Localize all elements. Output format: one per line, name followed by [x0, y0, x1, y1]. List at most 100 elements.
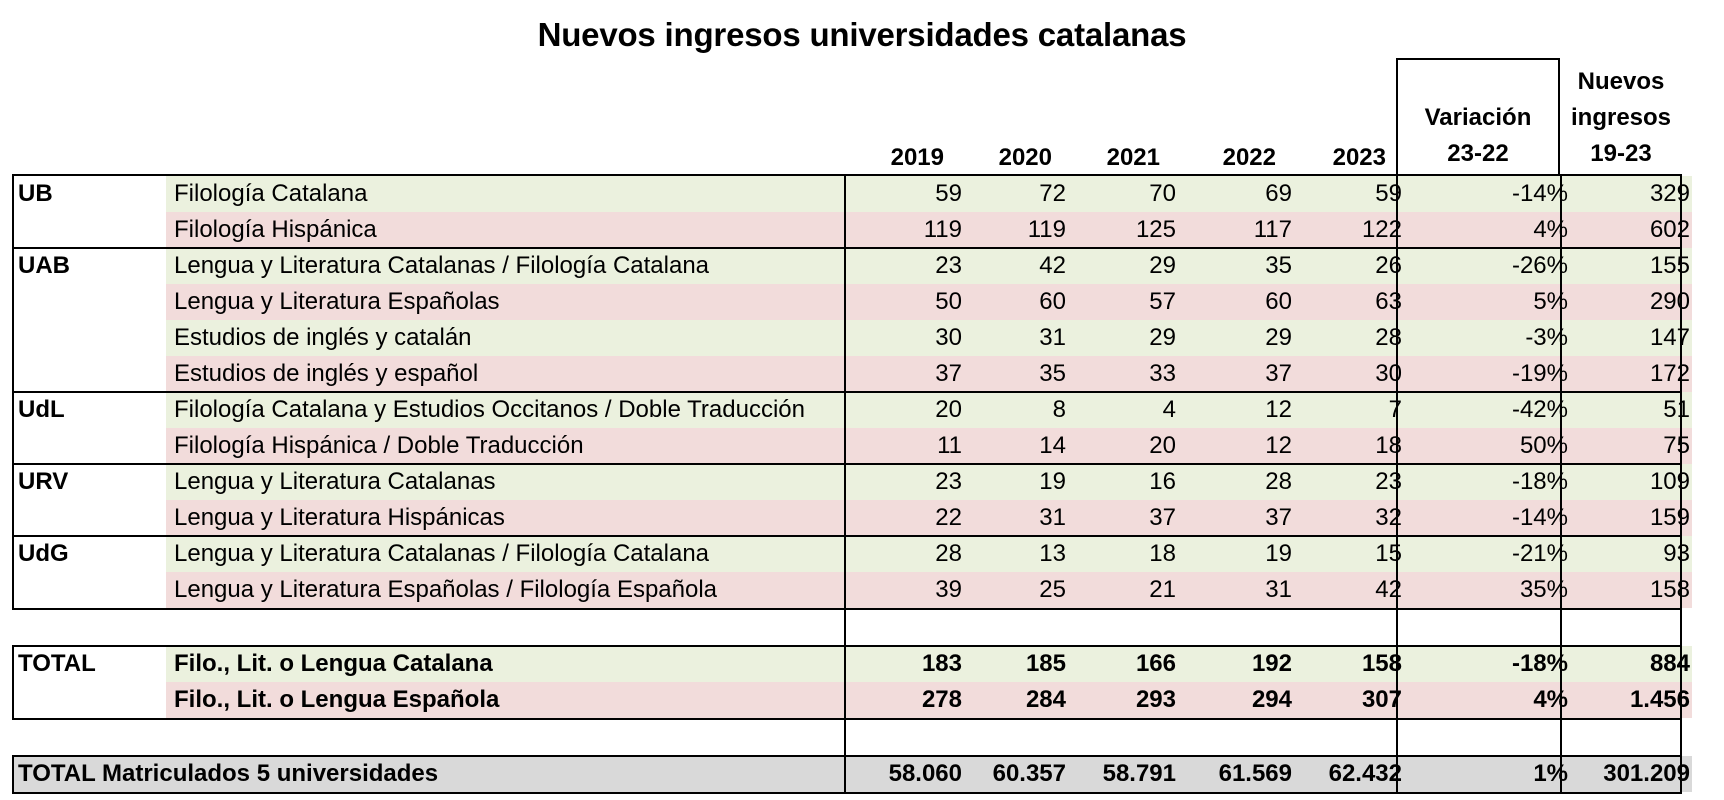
value-cell: 7 [1298, 392, 1408, 428]
value-cell: 37 [1182, 500, 1298, 536]
total-degree-cell: Filo., Lit. o Lengua Española [166, 682, 856, 718]
table-row: Lengua y Literatura Hispánicas 22 31 37 … [14, 500, 1692, 536]
table-border [12, 792, 1682, 794]
table-border [12, 645, 1682, 647]
value-cell: 119 [856, 212, 968, 248]
table-row: Lengua y Literatura Españolas 50 60 57 6… [14, 284, 1692, 320]
total-ingresos-header-line: 19-23 [1590, 140, 1652, 167]
table-row: Estudios de inglés y catalán 30 31 29 29… [14, 320, 1692, 356]
total-label-cell [14, 682, 164, 718]
total-cell: 290 [1574, 284, 1692, 320]
value-cell: 23 [1298, 464, 1408, 500]
value-cell: 278 [856, 682, 968, 718]
value-cell: 37 [1072, 500, 1182, 536]
value-cell: 31 [968, 320, 1072, 356]
value-cell: 33 [1072, 356, 1182, 392]
value-cell: 31 [968, 500, 1072, 536]
value-cell: 19 [968, 464, 1072, 500]
value-cell: 58.060 [856, 756, 968, 792]
total-cell: 602 [1574, 212, 1692, 248]
total-cell: 155 [1574, 248, 1692, 284]
year-header: 2019 [890, 144, 944, 171]
value-cell: 58.791 [1072, 756, 1182, 792]
table-row: Estudios de inglés y español 37 35 33 37… [14, 356, 1692, 392]
value-cell: 32 [1298, 500, 1408, 536]
total-cell: 301.209 [1574, 756, 1692, 792]
university-cell [14, 428, 164, 464]
table-border [12, 535, 1682, 537]
total-cell: 159 [1574, 500, 1692, 536]
value-cell: 20 [1072, 428, 1182, 464]
value-cell: 23 [856, 464, 968, 500]
table-row: URV Lengua y Literatura Catalanas 23 19 … [14, 464, 1692, 500]
value-cell: 22 [856, 500, 968, 536]
variation-cell: -42% [1408, 392, 1574, 428]
total-cell: 147 [1574, 320, 1692, 356]
degree-cell: Estudios de inglés y catalán [166, 320, 856, 356]
degree-cell: Filología Catalana [166, 176, 856, 212]
variation-cell: -18% [1408, 464, 1574, 500]
degree-cell: Estudios de inglés y español [166, 356, 856, 392]
value-cell: 11 [856, 428, 968, 464]
degree-cell: Filología Hispánica [166, 212, 856, 248]
total-cell: 51 [1574, 392, 1692, 428]
table-row: UdG Lengua y Literatura Catalanas / Filo… [14, 536, 1692, 572]
value-cell: 23 [856, 248, 968, 284]
value-cell: 119 [968, 212, 1072, 248]
total-row: Filo., Lit. o Lengua Española 278 284 29… [14, 682, 1692, 718]
total-degree-cell: Filo., Lit. o Lengua Catalana [166, 646, 856, 682]
variation-cell: -26% [1408, 248, 1574, 284]
table-row: UdL Filología Catalana y Estudios Occita… [14, 392, 1692, 428]
variation-cell: -14% [1408, 176, 1574, 212]
total-ingresos-header-line: Nuevos [1577, 68, 1665, 95]
value-cell: 18 [1298, 428, 1408, 464]
degree-cell: Lengua y Literatura Hispánicas [166, 500, 856, 536]
total-row: TOTAL Filo., Lit. o Lengua Catalana 183 … [14, 646, 1692, 682]
value-cell: 284 [968, 682, 1072, 718]
table-header: 2019 2020 2021 2022 2023 Variación 23-22… [0, 58, 1724, 176]
value-cell: 8 [968, 392, 1072, 428]
value-cell: 294 [1182, 682, 1298, 718]
university-cell [14, 320, 164, 356]
variation-cell: 5% [1408, 284, 1574, 320]
university-cell [14, 500, 164, 536]
variation-header-line: Variación [1424, 104, 1532, 131]
value-cell: 28 [1182, 464, 1298, 500]
variation-cell: 1% [1408, 756, 1574, 792]
value-cell: 183 [856, 646, 968, 682]
value-cell: 59 [1298, 176, 1408, 212]
table-title: Nuevos ingresos universidades catalanas [537, 16, 1187, 53]
table-border [12, 645, 14, 720]
value-cell: 29 [1182, 320, 1298, 356]
value-cell: 39 [856, 572, 968, 608]
year-header: 2023 [1332, 144, 1386, 171]
total-cell: 884 [1574, 646, 1692, 682]
variation-cell: -18% [1408, 646, 1574, 682]
university-cell: UAB [18, 252, 70, 279]
value-cell: 158 [1298, 646, 1408, 682]
grand-total-label: TOTAL Matriculados 5 universidades [14, 756, 856, 792]
value-cell: 14 [968, 428, 1072, 464]
table-row: UAB Lengua y Literatura Catalanas / Filo… [14, 248, 1692, 284]
table-row: Filología Hispánica / Doble Traducción 1… [14, 428, 1692, 464]
variation-cell: 35% [1408, 572, 1574, 608]
table-border [1560, 174, 1562, 794]
variation-cell: -21% [1408, 536, 1574, 572]
value-cell: 25 [968, 572, 1072, 608]
degree-cell: Lengua y Literatura Catalanas / Filologí… [166, 536, 856, 572]
value-cell: 42 [1298, 572, 1408, 608]
table-border [12, 718, 1682, 720]
table-border [12, 247, 1682, 249]
value-cell: 57 [1072, 284, 1182, 320]
year-header: 2021 [1106, 144, 1160, 171]
university-cell: UdL [18, 396, 65, 423]
degree-cell: Lengua y Literatura Españolas [166, 284, 856, 320]
value-cell: 28 [856, 536, 968, 572]
value-cell: 16 [1072, 464, 1182, 500]
value-cell: 20 [856, 392, 968, 428]
table-border [1396, 174, 1398, 794]
degree-cell: Lengua y Literatura Españolas / Filologí… [166, 572, 856, 608]
total-ingresos-header-line: ingresos [1570, 104, 1672, 131]
value-cell: 35 [1182, 248, 1298, 284]
table-border [12, 174, 14, 610]
